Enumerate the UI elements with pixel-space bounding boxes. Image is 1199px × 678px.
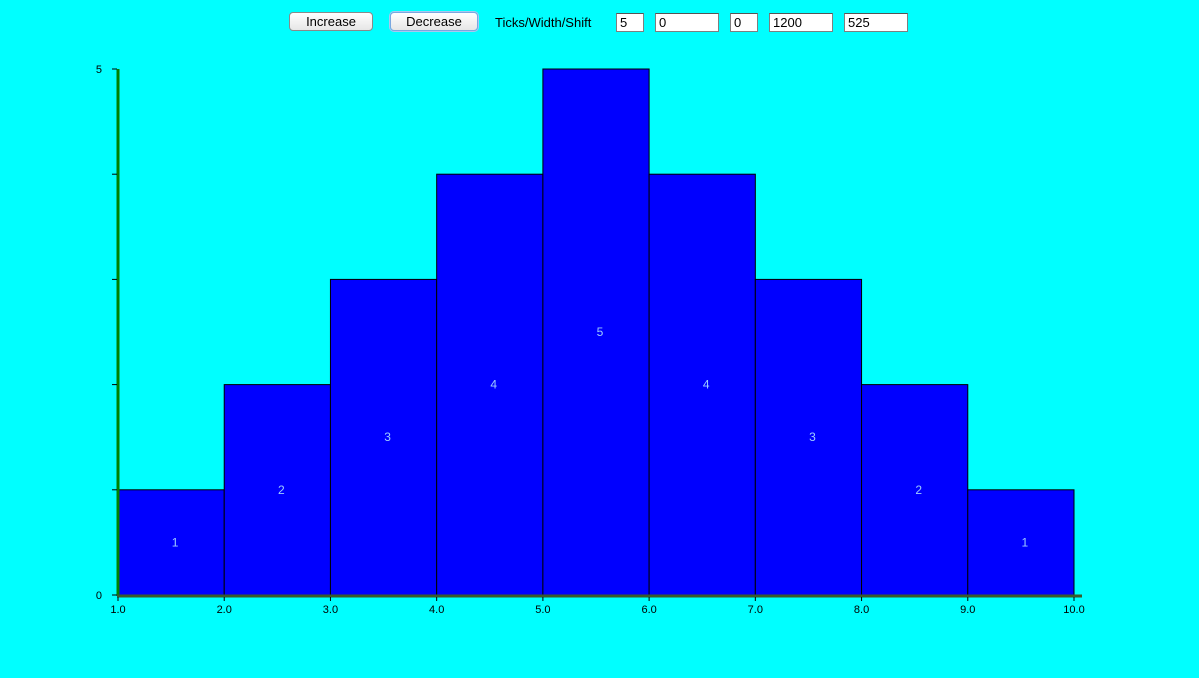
- x-tick-label: 1.0: [110, 604, 125, 616]
- y-ticks-group: 05: [96, 64, 117, 602]
- bars-group: [117, 68, 1075, 596]
- y-tick-label: 5: [96, 64, 102, 76]
- x-tick-label: 2.0: [217, 604, 232, 616]
- bar-value-label: 4: [703, 378, 710, 392]
- histogram-bar: [542, 68, 650, 596]
- ticks-width-shift-label: Ticks/Width/Shift: [495, 15, 592, 30]
- histogram-bar: [754, 278, 863, 596]
- panel-width-input[interactable]: [769, 13, 833, 32]
- x-tick-label: 3.0: [323, 604, 338, 616]
- x-tick-label: 5.0: [535, 604, 550, 616]
- histogram-bar: [436, 173, 544, 596]
- panel-height-input[interactable]: [844, 13, 908, 32]
- x-tick-label: 9.0: [960, 604, 975, 616]
- x-tick-label: 10.0: [1063, 604, 1084, 616]
- decrease-button[interactable]: Decrease: [390, 12, 478, 31]
- axes-group: [116, 69, 1082, 598]
- x-tick-label: 7.0: [748, 604, 763, 616]
- bar-value-label: 1: [1022, 535, 1029, 549]
- x-tick-label: 4.0: [429, 604, 444, 616]
- bar-value-label: 4: [490, 378, 497, 392]
- width-input[interactable]: [655, 13, 719, 32]
- bar-value-label: 5: [597, 325, 604, 339]
- bar-value-label: 3: [384, 430, 391, 444]
- bar-value-label: 2: [915, 483, 922, 497]
- histogram-bar: [223, 384, 331, 596]
- x-tick-label: 6.0: [641, 604, 656, 616]
- y-tick-label: 0: [96, 590, 102, 602]
- bar-value-label: 2: [278, 483, 285, 497]
- bar-value-label: 1: [172, 535, 179, 549]
- bar-value-label: 3: [809, 430, 816, 444]
- increase-button[interactable]: Increase: [289, 12, 373, 31]
- x-ticks-group: 1.0 2.0 3.0 4.0 5.0 6.0 7.0 8.0 9.0 10.0: [110, 597, 1085, 616]
- ticks-input[interactable]: [616, 13, 644, 32]
- histogram-bar: [967, 489, 1075, 596]
- histogram-bar: [329, 278, 438, 596]
- shift-input[interactable]: [730, 13, 758, 32]
- x-tick-label: 8.0: [854, 604, 869, 616]
- bar-labels-group: 1 2 3 4 5 4 3 2 1: [172, 325, 1029, 549]
- toolbar: Increase Decrease Ticks/Width/Shift: [0, 11, 1199, 33]
